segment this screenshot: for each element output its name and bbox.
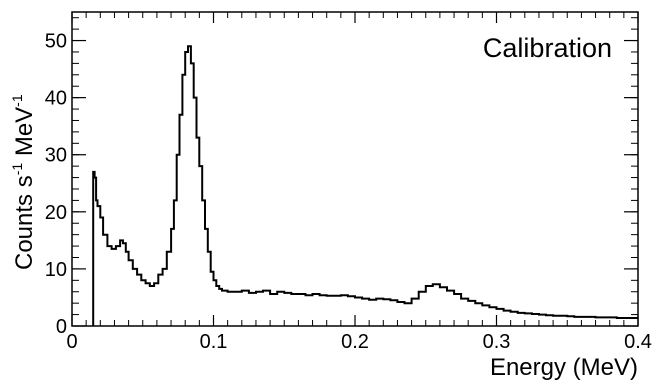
y-axis-title-mid: MeV bbox=[11, 107, 38, 163]
y-tick-labels: 0 10 20 30 40 50 bbox=[45, 31, 67, 338]
y-tick-label: 0 bbox=[56, 316, 67, 338]
y-tick-label: 10 bbox=[45, 259, 67, 281]
y-tick-label: 40 bbox=[45, 88, 67, 110]
chart-title: Calibration bbox=[483, 33, 612, 63]
x-tick-labels: 0 0.1 0.2 0.3 0.4 bbox=[66, 331, 651, 353]
y-tick-label: 20 bbox=[45, 202, 67, 224]
y-tick-label: 30 bbox=[45, 145, 67, 167]
y-tick-label: 50 bbox=[45, 31, 67, 53]
y-axis-title: Counts s-1 MeV-1 bbox=[9, 94, 38, 270]
x-tick-label: 0.2 bbox=[341, 331, 369, 353]
y-axis-title-sup1: -1 bbox=[9, 163, 25, 176]
y-axis-title-sup2: -1 bbox=[9, 94, 25, 107]
x-axis-title: Energy (MeV) bbox=[490, 354, 638, 381]
x-tick-label: 0.4 bbox=[624, 331, 652, 353]
y-axis-title-main: Counts s bbox=[11, 175, 38, 270]
series-line bbox=[92, 45, 638, 326]
x-tick-label: 0.1 bbox=[200, 331, 228, 353]
x-tick-label: 0.3 bbox=[483, 331, 511, 353]
axis-ticks bbox=[71, 12, 639, 327]
x-tick-label: 0 bbox=[66, 331, 77, 353]
